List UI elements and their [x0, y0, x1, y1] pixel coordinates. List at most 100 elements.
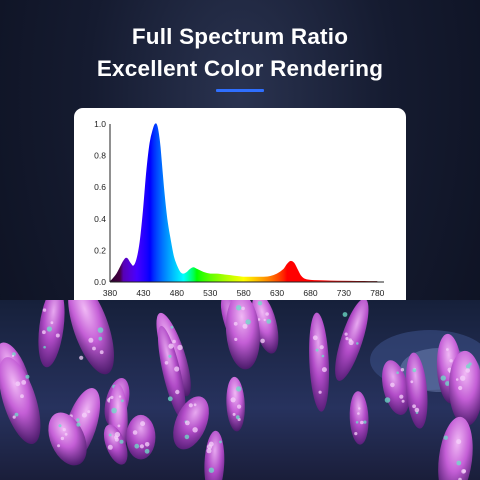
coral-polyp [14, 412, 19, 417]
y-tick-label: 1.0 [94, 119, 106, 129]
coral-polyp [99, 350, 104, 355]
coral-polyp [140, 421, 146, 427]
coral-polyp [206, 448, 212, 454]
coral-polyp [465, 364, 471, 369]
coral-polyp [461, 469, 466, 474]
coral-polyp [241, 306, 245, 311]
coral-polyp [184, 434, 190, 440]
coral-polyp [50, 321, 54, 325]
coral-polyp [111, 407, 117, 414]
coral-polyp [358, 407, 361, 410]
coral-polyp [88, 337, 94, 343]
coral-polyp [193, 403, 197, 407]
coral-polyp [164, 361, 169, 365]
coral-branch [0, 357, 41, 445]
coral-polyp [321, 367, 327, 373]
coral-polyp [315, 348, 319, 352]
coral-polyp [98, 336, 103, 341]
coral-polyp [21, 380, 27, 385]
coral-polyp [108, 433, 112, 437]
coral-polyp [46, 326, 53, 332]
coral-polyp [356, 342, 359, 345]
coral-polyp [265, 312, 269, 316]
coral-polyp [348, 339, 354, 346]
coral-polyp [233, 321, 238, 326]
coral-polyp [232, 412, 236, 416]
coral-polyp [237, 404, 242, 409]
coral-polyp [15, 381, 21, 387]
coral-polyp [400, 368, 405, 372]
coral-polyp [219, 440, 222, 444]
coral-polyp [245, 319, 251, 325]
coral-branch [225, 300, 260, 370]
coral-polyp [401, 399, 405, 403]
x-tick-label: 780 [370, 288, 384, 298]
coral-polyp [174, 366, 180, 372]
coral-polyp [456, 439, 462, 445]
coral-polyp [81, 412, 87, 418]
coral-polyp [168, 343, 174, 349]
coral-polyp [55, 333, 60, 338]
coral-polyp [242, 323, 248, 329]
y-tick-label: 0.4 [94, 214, 106, 224]
coral-polyp [92, 346, 96, 351]
coral-polyp [446, 348, 449, 351]
y-tick-label: 0.6 [94, 182, 106, 192]
coral-polyp [43, 345, 46, 349]
coral-polyp [412, 404, 416, 409]
coral-polyp [144, 448, 150, 454]
coral-polyp [20, 394, 24, 399]
coral-polyp [318, 390, 322, 394]
coral-polyp [230, 397, 236, 403]
coral-polyp [76, 422, 81, 427]
plot-area: 0.0 0.2 0.4 0.6 0.8 1.0 380 430 480 530 580 630 680 7… [94, 119, 385, 298]
coral-polyp [42, 308, 47, 312]
coral-polyp [119, 439, 124, 444]
headline-line-2: Excellent Color Rendering [96, 56, 384, 81]
y-tick-label: 0.2 [94, 245, 106, 255]
coral-polyp [79, 355, 84, 360]
coral-polyp [172, 339, 176, 344]
coral-branch [126, 414, 156, 460]
coral-polyp [118, 395, 122, 398]
coral-polyp [465, 368, 471, 373]
coral-polyp [455, 378, 459, 381]
coral-polyp [76, 418, 80, 422]
coral-polyp [412, 368, 417, 373]
coral-polyp [64, 432, 68, 436]
coral-polyp [236, 305, 242, 311]
coral-polyp [121, 399, 124, 403]
coral-polyp [132, 430, 138, 435]
title-accent-bar [216, 89, 264, 92]
x-tick-label: 730 [337, 288, 351, 298]
coral-polyp [344, 332, 348, 336]
x-tick-label: 630 [270, 288, 284, 298]
coral-reef-image [0, 300, 480, 480]
spectrum-area [110, 123, 378, 283]
coral-polyp [60, 436, 65, 441]
coral-polyp [456, 460, 462, 466]
coral-polyp [410, 380, 414, 384]
coral-polyp [97, 327, 104, 333]
coral-branch [349, 391, 369, 445]
coral-branch [448, 350, 480, 427]
coral-polyp [445, 381, 450, 386]
coral-polyp [257, 301, 263, 306]
coral-polyp [25, 374, 30, 379]
coral-polyp [319, 345, 324, 350]
coral-polyp [399, 394, 404, 399]
spectrum-chart: 0.0 0.2 0.4 0.6 0.8 1.0 380 430 480 530 580 630 680 7… [94, 119, 385, 298]
headline-line-1: Full Spectrum Ratio [131, 24, 349, 49]
coral-polyp [266, 319, 272, 324]
coral-polyp [440, 375, 446, 381]
coral-polyp [175, 389, 180, 395]
coral-polyp [208, 467, 215, 473]
coral-polyp [117, 424, 121, 428]
coral-polyp [58, 424, 62, 428]
coral-polyp [312, 335, 318, 341]
coral-polyp [62, 428, 66, 432]
coral-polyp [260, 338, 265, 344]
coral-polyp [185, 420, 190, 426]
coral-polyp [263, 318, 266, 322]
coral-branch [405, 352, 428, 429]
